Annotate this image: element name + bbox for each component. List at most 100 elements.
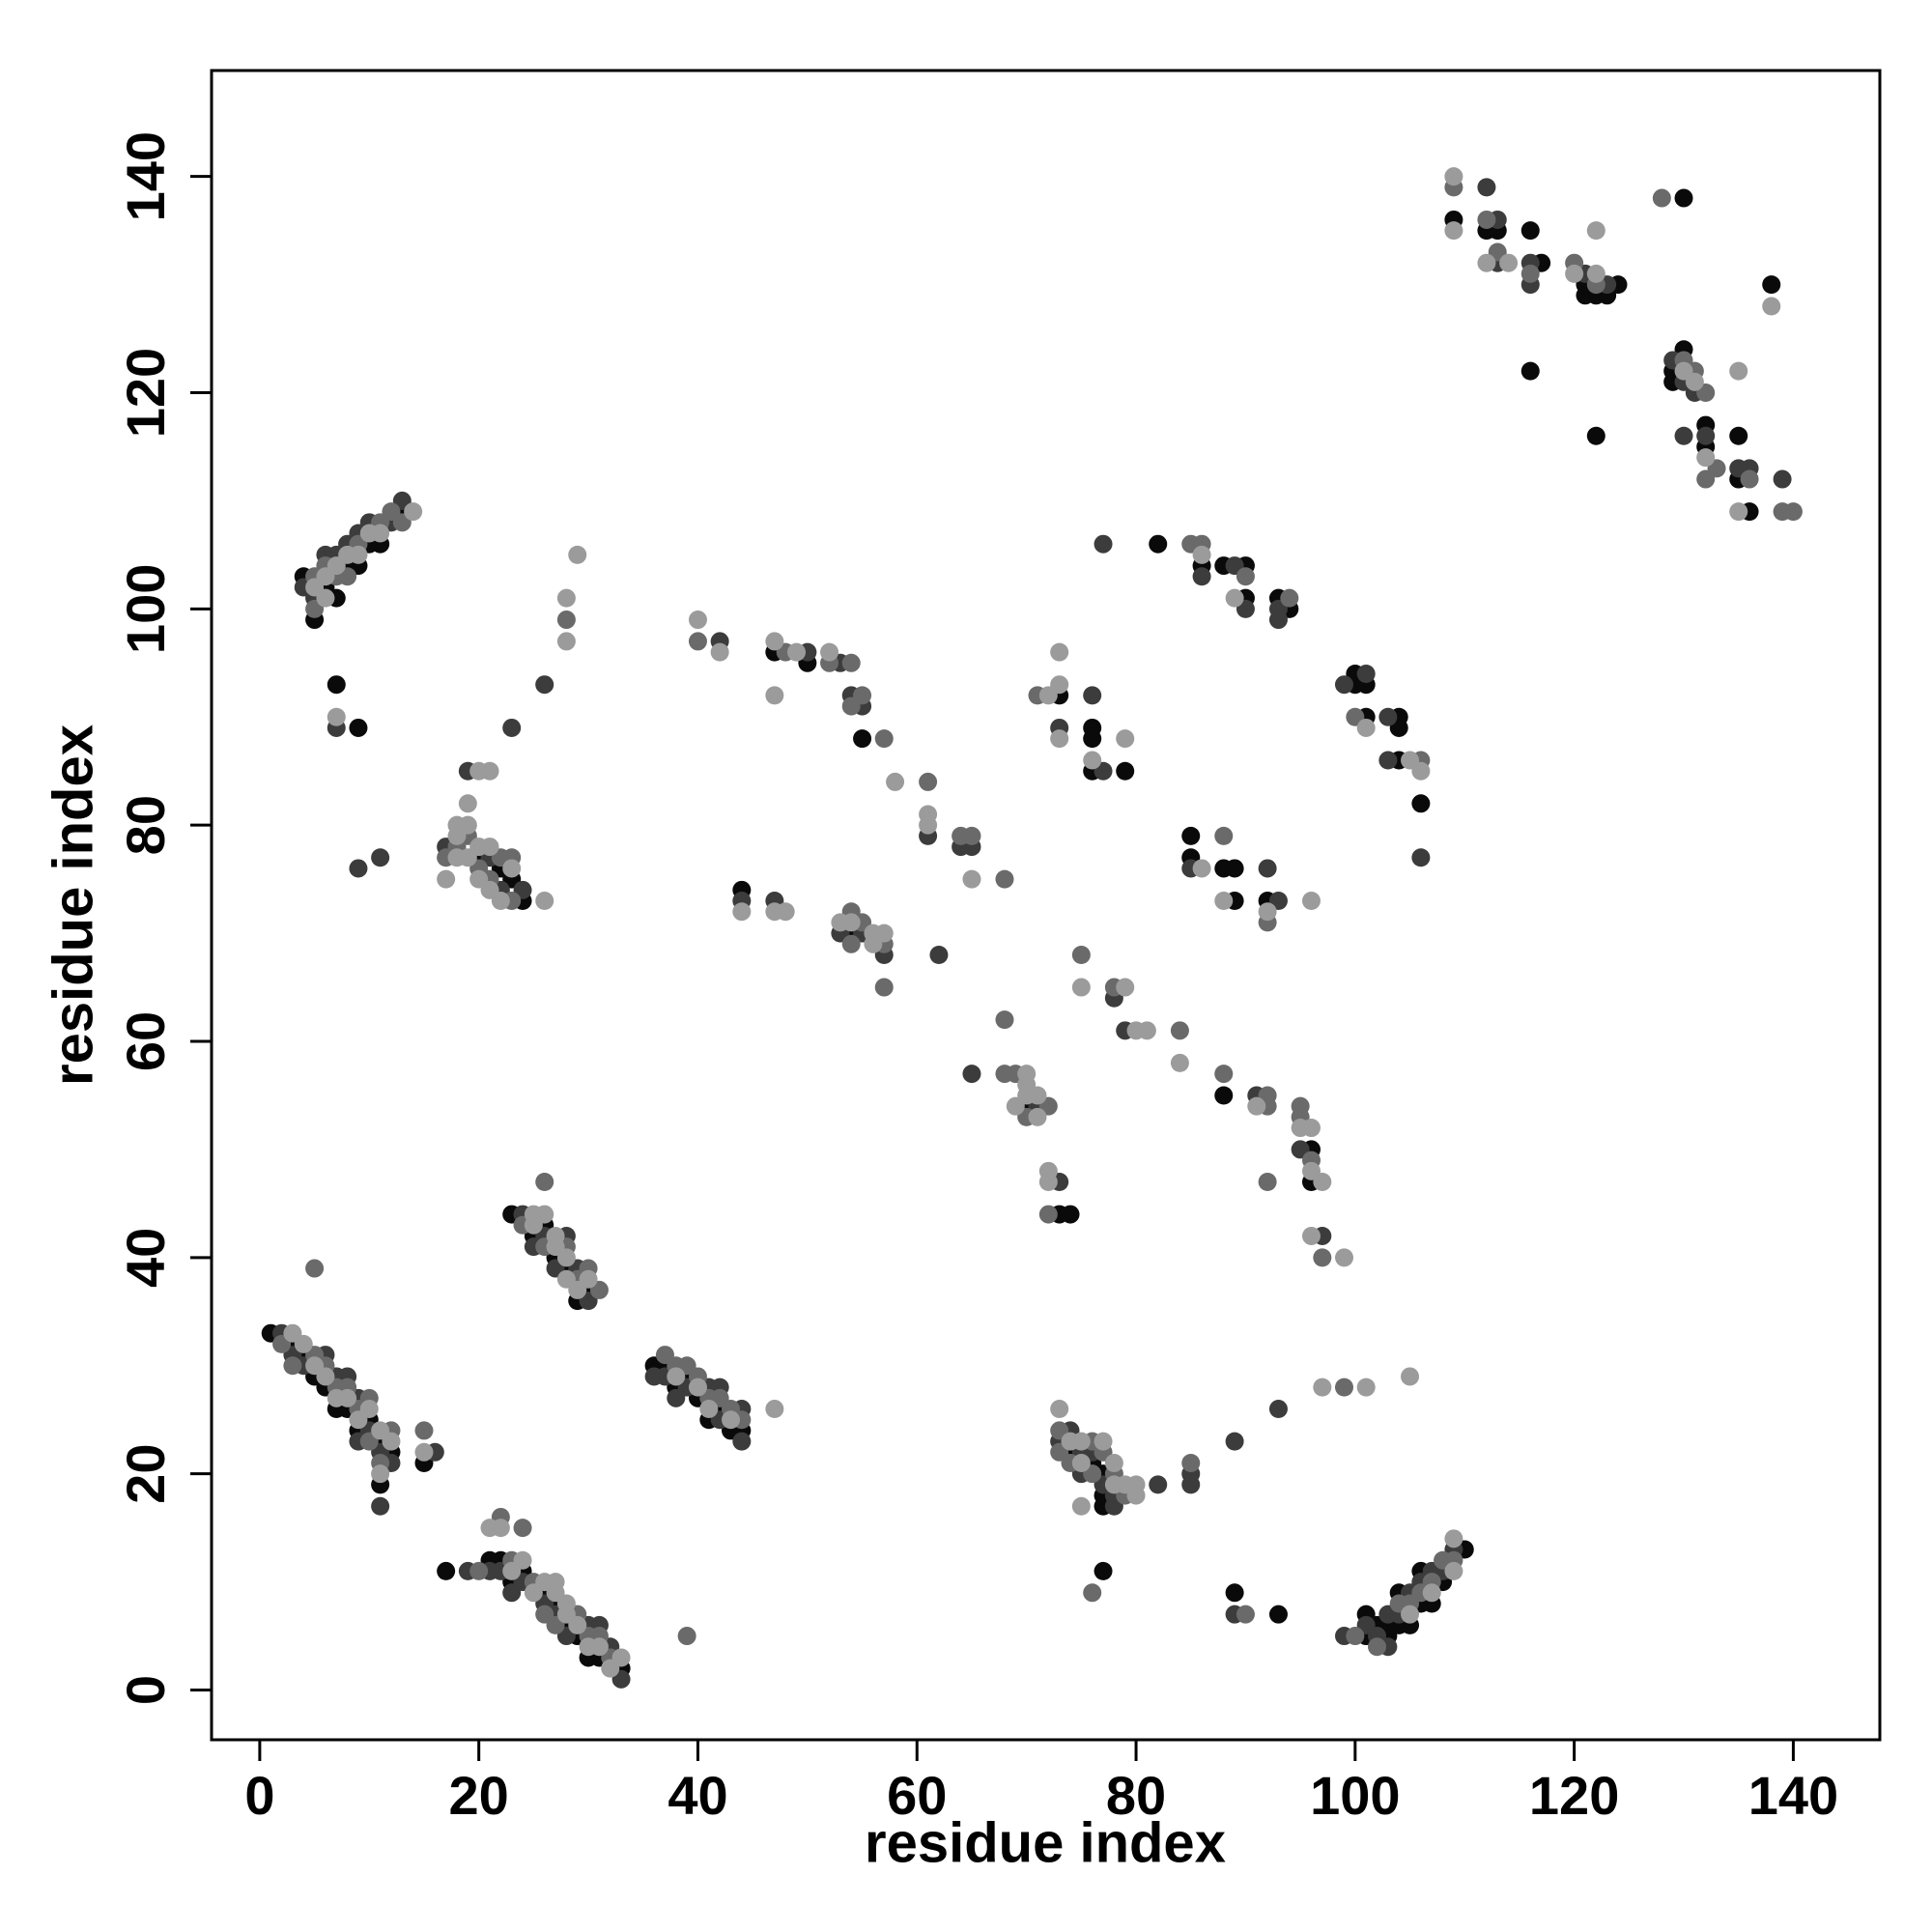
point: [1313, 1173, 1332, 1192]
point: [1729, 502, 1748, 522]
x-tick-label: 120: [1529, 1765, 1619, 1826]
point: [1729, 361, 1748, 381]
point: [1225, 1583, 1244, 1603]
point: [1214, 1086, 1234, 1105]
point: [841, 934, 861, 953]
y-tick-label: 40: [115, 1228, 176, 1288]
point: [382, 1432, 401, 1451]
point: [765, 1400, 784, 1419]
point: [1313, 1248, 1332, 1267]
point: [765, 632, 784, 651]
point: [699, 1400, 719, 1419]
point: [371, 848, 390, 867]
point: [1773, 469, 1792, 489]
point: [1038, 1205, 1058, 1224]
point: [1028, 1086, 1047, 1105]
point: [480, 838, 499, 857]
point: [1181, 826, 1201, 845]
point: [1444, 221, 1463, 241]
point: [1038, 1173, 1058, 1192]
point: [316, 588, 335, 608]
point: [437, 1561, 456, 1580]
point: [480, 761, 499, 781]
point: [1094, 1432, 1113, 1451]
point: [853, 686, 872, 705]
point: [1346, 1627, 1365, 1646]
point: [677, 1627, 696, 1646]
point: [1050, 642, 1069, 662]
point: [349, 718, 368, 737]
x-tick-label: 140: [1748, 1765, 1838, 1826]
y-tick-label: 120: [115, 348, 176, 438]
point: [1225, 859, 1244, 878]
point: [1104, 1453, 1123, 1472]
point: [776, 902, 795, 922]
point: [535, 1205, 554, 1224]
x-tick-label: 60: [887, 1765, 947, 1826]
point: [1181, 1475, 1201, 1494]
point: [1685, 372, 1704, 391]
point: [1401, 1367, 1420, 1386]
x-tick-label: 100: [1310, 1765, 1400, 1826]
point: [1236, 567, 1255, 586]
point: [1477, 178, 1496, 197]
point: [1411, 761, 1431, 781]
point: [556, 611, 576, 630]
point: [502, 718, 522, 737]
point: [1444, 1529, 1463, 1548]
point: [1094, 534, 1113, 554]
point: [1236, 1605, 1255, 1624]
point: [874, 729, 894, 749]
point: [513, 1550, 532, 1570]
point: [1247, 1096, 1266, 1116]
point: [349, 545, 368, 564]
point: [1192, 545, 1211, 564]
point: [688, 1378, 707, 1397]
point: [667, 1367, 686, 1386]
point: [1258, 1173, 1277, 1192]
plot-frame: [210, 69, 1882, 1742]
point: [1652, 188, 1671, 208]
point: [1071, 1496, 1091, 1516]
point: [1368, 1637, 1387, 1657]
y-tick-label: 80: [115, 795, 176, 855]
point: [1071, 1432, 1091, 1451]
point: [1762, 275, 1781, 295]
point: [1149, 534, 1168, 554]
point: [579, 1269, 598, 1289]
point: [765, 686, 784, 705]
y-tick-label: 60: [115, 1011, 176, 1071]
point: [491, 892, 510, 911]
point: [929, 945, 949, 964]
y-axis-label: residue index: [42, 724, 104, 1086]
point: [1083, 729, 1102, 749]
point: [732, 902, 752, 922]
point: [962, 826, 981, 845]
point: [1126, 1486, 1146, 1505]
point: [371, 1496, 390, 1516]
point: [491, 1519, 510, 1538]
point: [535, 1173, 554, 1192]
point: [688, 632, 707, 651]
point: [1225, 588, 1244, 608]
point: [1520, 221, 1540, 241]
point: [688, 611, 707, 630]
point: [1050, 675, 1069, 695]
point: [886, 772, 905, 791]
x-tick-label: 80: [1106, 1765, 1166, 1826]
point: [1258, 859, 1277, 878]
y-tick-label: 20: [115, 1444, 176, 1504]
point: [874, 923, 894, 943]
point: [1083, 1583, 1102, 1603]
point: [1444, 167, 1463, 186]
point: [1050, 729, 1069, 749]
point: [1356, 664, 1376, 683]
point: [1411, 848, 1431, 867]
point: [1170, 1053, 1189, 1072]
point: [995, 1010, 1014, 1030]
point: [414, 1442, 434, 1462]
point: [1028, 1107, 1047, 1126]
point: [1214, 1065, 1234, 1084]
point: [1335, 675, 1354, 695]
